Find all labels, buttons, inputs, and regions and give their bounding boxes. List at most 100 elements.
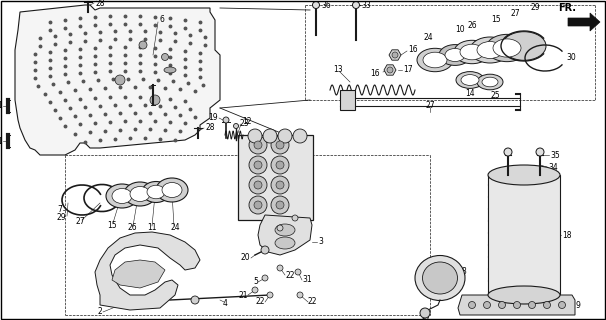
Polygon shape: [384, 65, 396, 75]
Text: 17: 17: [403, 66, 413, 75]
Circle shape: [513, 301, 521, 308]
Ellipse shape: [106, 184, 138, 208]
Circle shape: [468, 301, 476, 308]
Ellipse shape: [130, 187, 150, 202]
Text: 29: 29: [56, 213, 66, 222]
Text: 15: 15: [491, 15, 501, 25]
Ellipse shape: [502, 32, 546, 60]
Circle shape: [277, 265, 283, 271]
Circle shape: [293, 129, 307, 143]
Ellipse shape: [493, 39, 521, 57]
Text: 26: 26: [467, 20, 477, 29]
Ellipse shape: [124, 182, 156, 206]
Text: 14: 14: [465, 89, 475, 98]
Circle shape: [387, 67, 393, 73]
Text: 16: 16: [370, 68, 380, 77]
Circle shape: [276, 181, 284, 189]
Circle shape: [254, 141, 262, 149]
Text: 25: 25: [490, 91, 500, 100]
Text: 28: 28: [95, 0, 104, 7]
Circle shape: [248, 129, 262, 143]
Text: 6: 6: [160, 15, 165, 25]
Circle shape: [276, 141, 284, 149]
Text: 22: 22: [285, 270, 295, 279]
Text: 36: 36: [321, 1, 331, 10]
Circle shape: [276, 161, 284, 169]
Ellipse shape: [423, 52, 447, 68]
Ellipse shape: [147, 185, 165, 199]
Circle shape: [420, 308, 430, 318]
Circle shape: [295, 269, 301, 275]
Text: 31: 31: [298, 205, 308, 214]
Ellipse shape: [417, 48, 453, 72]
Ellipse shape: [162, 182, 182, 197]
Text: 5: 5: [253, 277, 258, 286]
Text: 32: 32: [420, 316, 430, 320]
Text: 16: 16: [408, 45, 418, 54]
Circle shape: [249, 176, 267, 194]
Ellipse shape: [488, 165, 560, 185]
Ellipse shape: [470, 37, 510, 63]
Polygon shape: [258, 215, 312, 255]
Text: 28: 28: [205, 124, 215, 132]
Polygon shape: [458, 295, 575, 315]
Circle shape: [249, 156, 267, 174]
Circle shape: [249, 136, 267, 154]
Text: 15: 15: [107, 220, 117, 229]
Text: 2: 2: [98, 308, 102, 316]
Text: 5: 5: [283, 215, 288, 225]
Text: 31: 31: [302, 276, 311, 284]
Text: 8: 8: [462, 268, 467, 276]
Circle shape: [261, 246, 269, 254]
Text: 30: 30: [566, 53, 576, 62]
Text: 24: 24: [423, 34, 433, 43]
Ellipse shape: [112, 188, 132, 204]
Circle shape: [276, 201, 284, 209]
Circle shape: [353, 2, 359, 9]
Text: 35: 35: [550, 150, 560, 159]
Circle shape: [249, 196, 267, 214]
Text: 1: 1: [0, 101, 2, 110]
Circle shape: [297, 292, 303, 298]
Circle shape: [252, 287, 258, 293]
Text: 22: 22: [256, 298, 265, 307]
Circle shape: [484, 301, 490, 308]
Circle shape: [544, 301, 550, 308]
Ellipse shape: [439, 44, 471, 65]
Ellipse shape: [486, 34, 528, 62]
Ellipse shape: [415, 255, 465, 300]
Ellipse shape: [456, 72, 484, 88]
Circle shape: [271, 136, 289, 154]
Text: 27: 27: [425, 101, 435, 110]
Circle shape: [278, 129, 292, 143]
Circle shape: [191, 296, 199, 304]
Text: 33: 33: [361, 1, 371, 10]
Circle shape: [262, 275, 268, 281]
Text: 21: 21: [239, 291, 248, 300]
Text: 1: 1: [0, 137, 2, 146]
Circle shape: [271, 196, 289, 214]
Ellipse shape: [156, 178, 188, 202]
Text: 27: 27: [75, 218, 85, 227]
Circle shape: [233, 124, 239, 129]
Bar: [238, 135, 313, 220]
Circle shape: [392, 52, 398, 58]
Circle shape: [254, 161, 262, 169]
Ellipse shape: [488, 286, 560, 304]
Polygon shape: [95, 232, 200, 310]
Ellipse shape: [461, 75, 479, 85]
Circle shape: [150, 95, 160, 105]
Text: FR.: FR.: [558, 3, 576, 13]
Polygon shape: [112, 260, 165, 288]
Ellipse shape: [142, 181, 170, 203]
Circle shape: [536, 148, 544, 156]
Text: 23: 23: [240, 119, 250, 129]
Ellipse shape: [454, 40, 490, 64]
Circle shape: [223, 117, 229, 123]
Circle shape: [267, 292, 273, 298]
Circle shape: [162, 53, 168, 60]
Circle shape: [313, 2, 319, 9]
Circle shape: [528, 301, 536, 308]
Text: 34: 34: [548, 164, 558, 172]
Text: 29: 29: [530, 4, 540, 12]
